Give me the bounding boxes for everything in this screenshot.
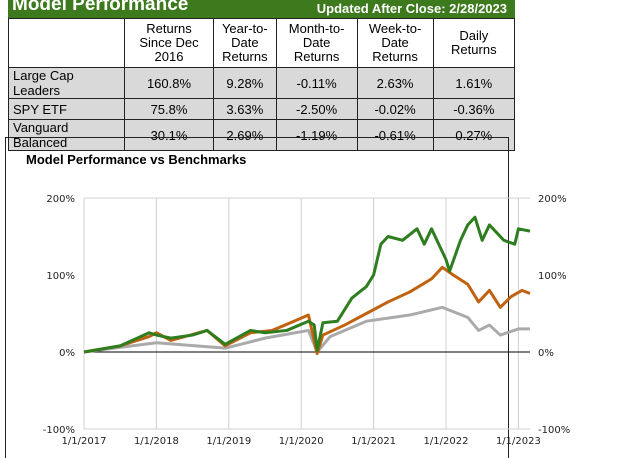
column-header: Week-to-Date Returns [356, 18, 434, 68]
y-tick-label-left: 100% [46, 271, 75, 282]
x-tick-label: 1/1/2019 [206, 436, 251, 447]
table-cell: 9.28% [213, 67, 277, 99]
series-line [83, 215, 531, 354]
table-header-row: Returns Since Dec 2016 Year-to-Date Retu… [8, 18, 516, 68]
column-header: Daily Returns [432, 18, 516, 68]
table-cell: 3.63% [213, 98, 277, 120]
column-header: Returns Since Dec 2016 [124, 18, 214, 68]
header-title: Model Performance [12, 0, 189, 15]
x-tick-label: 1/1/2017 [62, 436, 107, 447]
table-cell: 1.61% [432, 67, 516, 99]
x-tick-label: 1/1/2020 [279, 436, 324, 447]
y-tick-label-left: -100% [43, 425, 75, 436]
table-cell: -1.19% [275, 119, 358, 151]
header-bar: Model Performance Updated After Close: 2… [8, 0, 515, 18]
table-cell: -0.11% [275, 67, 358, 99]
y-tick-label-left: 200% [46, 194, 75, 205]
column-header [8, 18, 125, 68]
x-tick-label: 1/1/2021 [351, 436, 396, 447]
table-cell: 2.69% [213, 119, 277, 151]
table-row: Large Cap Leaders 160.8% 9.28% -0.11% 2.63% 1… [8, 67, 516, 99]
series-line [83, 305, 530, 354]
x-tick-label: 1/1/2023 [496, 436, 541, 447]
table-cell: 0.27% [432, 119, 516, 151]
table-cell: 75.8% [124, 98, 214, 120]
table-cell: -0.02% [356, 98, 434, 120]
table-cell: -0.61% [356, 119, 434, 151]
table-row: SPY ETF 75.8% 3.63% -2.50% -0.02% -0.36% [8, 98, 516, 120]
table-cell: -0.36% [432, 98, 516, 120]
row-label: SPY ETF [8, 98, 125, 120]
updated-label: Updated After Close: 2/28/2023 [316, 1, 507, 16]
y-tick-label-right: 200% [538, 194, 567, 205]
table-cell: -2.50% [275, 98, 358, 120]
chart-title: Model Performance vs Benchmarks [26, 152, 247, 167]
table-cell: 30.1% [124, 119, 214, 151]
y-tick-label-left: 0% [59, 348, 75, 359]
table-row: Vanguard Balanced 30.1% 2.69% -1.19% -0.61% 0… [8, 119, 516, 151]
performance-table: Returns Since Dec 2016 Year-to-Date Retu… [8, 18, 516, 151]
y-tick-label-right: -100% [538, 425, 570, 436]
table-cell: 160.8% [124, 67, 214, 99]
row-label: Large Cap Leaders [8, 67, 125, 99]
series-line [83, 265, 531, 356]
table-cell: 2.63% [356, 67, 434, 99]
x-tick-label: 1/1/2018 [134, 436, 179, 447]
y-tick-label-right: 0% [538, 348, 554, 359]
y-tick-label-right: 100% [538, 271, 567, 282]
column-header: Year-to-Date Returns [213, 18, 277, 68]
x-tick-label: 1/1/2022 [424, 436, 469, 447]
row-label: Vanguard Balanced [8, 119, 125, 151]
